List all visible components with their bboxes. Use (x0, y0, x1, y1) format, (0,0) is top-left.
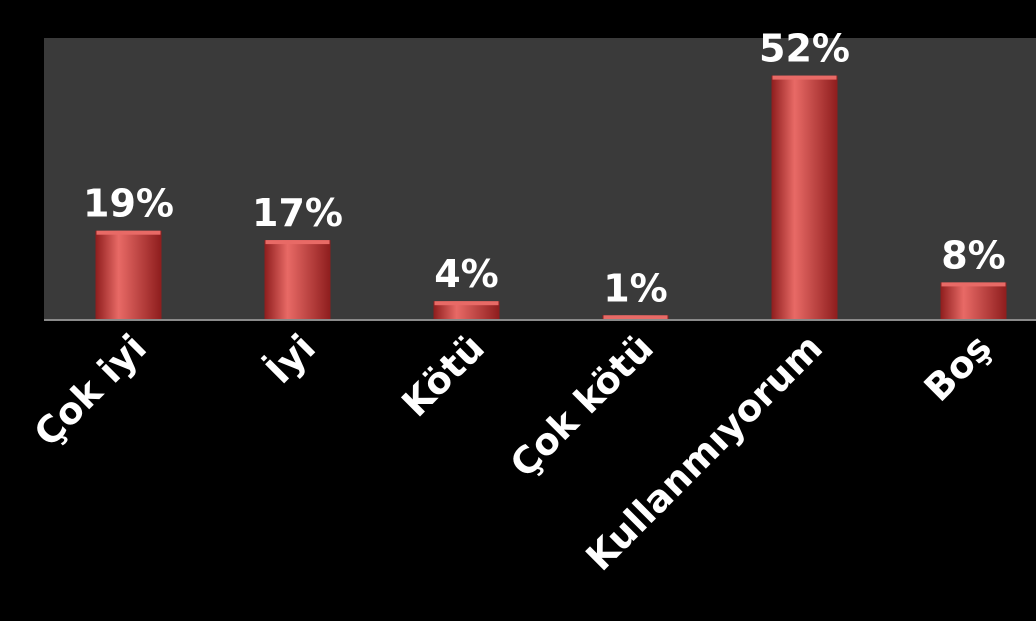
bar-cap-4 (772, 75, 837, 80)
bars-layer (95, 75, 1007, 320)
plot-area (44, 38, 1036, 320)
bar-cap-1 (265, 240, 330, 245)
bar-2 (433, 301, 500, 320)
bar-4 (771, 75, 838, 320)
x-tick-label-2: Kötü (394, 326, 493, 425)
data-label-1: 17% (252, 191, 343, 235)
bar-0 (95, 230, 162, 320)
bar-cap-5 (941, 282, 1006, 287)
data-label-0: 19% (83, 182, 174, 226)
data-label-5: 8% (941, 233, 1006, 277)
data-label-2: 4% (434, 252, 499, 296)
x-tick-label-1: İyi (257, 325, 324, 392)
x-tick-label-0: Çok iyi (26, 326, 155, 455)
x-tick-label-5: Boş (916, 326, 1000, 410)
data-label-4: 52% (759, 27, 850, 71)
x-tick-label-3: Çok kötü (502, 326, 662, 486)
data-labels-layer: 19% 17% 4% 1% 52% 8% (83, 27, 1006, 311)
bar-cap-0 (96, 230, 161, 235)
bar-5 (940, 282, 1007, 320)
bar-cap-3 (603, 315, 668, 320)
data-label-3: 1% (603, 266, 668, 310)
bar-1 (264, 240, 331, 320)
bar-cap-2 (434, 301, 499, 306)
